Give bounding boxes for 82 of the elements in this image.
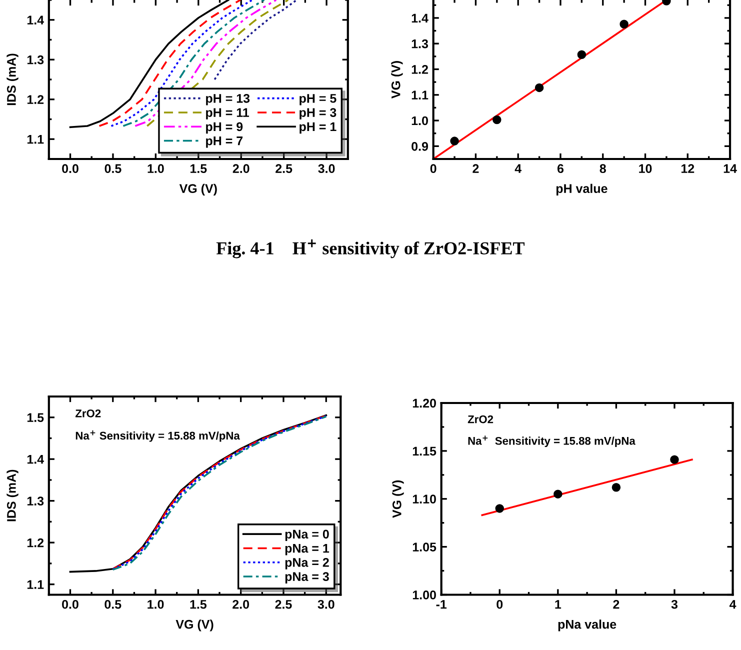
annotation: Na$^{+}$ Sensitivity = 15.88 mV/pNa — [76, 430, 240, 442]
x-tick-label: 12 — [681, 164, 694, 173]
line-series — [214, 0, 298, 80]
x-tick-label: 0.5 — [104, 164, 122, 174]
x-tick-label: 0.0 — [62, 164, 78, 174]
y-tick-label: 1.15 — [412, 446, 436, 456]
point — [612, 483, 621, 492]
x-tick-label: 1 — [555, 600, 562, 609]
y-tick-label: 1.3 — [412, 39, 428, 48]
legend-label: pH = 9 — [206, 122, 243, 134]
point — [670, 455, 679, 464]
legend-label: pH = 13 — [206, 94, 250, 106]
y-tick-label: 1.20 — [412, 398, 436, 408]
x-tick-label: 0.0 — [62, 600, 78, 609]
x-tick-label: 3 — [671, 600, 678, 609]
legend-label: pH = 7 — [206, 136, 243, 148]
x-tick-label: 0 — [430, 164, 436, 174]
y-tick-label: 1.1 — [27, 135, 44, 144]
x-tick-label: 2.5 — [275, 600, 292, 609]
y-axis-title: IDS (mA) — [6, 54, 18, 106]
x-axis-title: pH value — [556, 184, 608, 196]
y-tick-label: 1.2 — [27, 538, 44, 548]
y-tick-label: 1.1 — [27, 580, 44, 589]
y-axis-title: IDS (mA) — [6, 470, 18, 522]
y-tick-label: 1.2 — [412, 65, 428, 74]
x-tick-label: 2.0 — [232, 164, 250, 174]
x-tick-label: 6 — [557, 164, 564, 174]
legend-label: pH = 3 — [300, 108, 336, 120]
point — [577, 50, 586, 59]
legend-label: pNa = 0 — [285, 530, 329, 542]
x-axis-title: VG (V) — [176, 620, 214, 632]
y-tick-label: 0.9 — [412, 142, 428, 151]
y-tick-label: 1.00 — [412, 590, 436, 600]
x-tick-label: 2 — [472, 164, 479, 173]
y-tick-label: 1.10 — [412, 494, 436, 504]
y-tick-label: 1.3 — [27, 55, 44, 64]
y-tick-label: 1.4 — [412, 14, 428, 22]
y-tick-label: 1.2 — [27, 95, 44, 104]
point — [534, 83, 544, 92]
x-tick-label: 10 — [639, 164, 652, 174]
y-tick-label: 1.1 — [412, 90, 428, 100]
x-tick-label: 3.0 — [318, 600, 334, 609]
x-tick-label: 2.5 — [276, 164, 292, 174]
x-tick-label: 1.0 — [148, 600, 164, 609]
x-tick-label: 1.0 — [148, 164, 164, 174]
y-axis-title: VG (V) — [392, 480, 404, 518]
point — [495, 504, 504, 513]
annotation: Na$^{+}$ Sensitivity = 15.88 mV/pNa — [468, 436, 636, 448]
x-tick-label: 2 — [613, 600, 620, 609]
legend-label: pNa = 3 — [285, 572, 329, 584]
x-tick-label: 4 — [514, 164, 522, 173]
y-tick-label: 1.4 — [27, 455, 44, 464]
x-tick-label: 1.5 — [190, 600, 207, 609]
x-axis-title: pNa value — [558, 620, 616, 632]
point — [492, 115, 502, 124]
x-tick-label: 2.0 — [232, 600, 250, 609]
x-tick-label: -1 — [436, 600, 447, 609]
legend-label: pH = 11 — [206, 108, 250, 120]
legend-label: pH = 1 — [300, 122, 336, 134]
y-tick-label: 1.05 — [412, 542, 436, 552]
legend-label: pH = 5 — [300, 94, 336, 106]
x-tick-label: 1.5 — [190, 164, 207, 174]
point — [620, 20, 628, 28]
y-tick-label: 1.3 — [27, 496, 44, 506]
legend-label: pNa = 1 — [285, 544, 330, 556]
y-tick-label: 1.0 — [412, 116, 428, 126]
legend-label: pNa = 2 — [285, 558, 329, 570]
x-tick-label: 4 — [729, 600, 736, 609]
y-tick-label: 1.4 — [27, 16, 44, 24]
y-tick-label: 1.5 — [27, 413, 44, 422]
y-axis-title: VG (V) — [391, 61, 403, 99]
annotation: ZrO2 — [75, 409, 101, 418]
point — [554, 490, 562, 498]
caption: Fig. 4-1 H$^{+}$ sensitivity of ZrO2-ISFET — [216, 239, 525, 258]
x-tick-label: 8 — [600, 164, 606, 174]
x-tick-label: 0 — [496, 600, 503, 609]
x-axis-title: VG (V) — [179, 184, 217, 196]
annotation: ZrO2 — [468, 415, 494, 424]
x-tick-label: 14 — [724, 164, 737, 173]
point — [450, 136, 459, 146]
x-tick-label: 3.0 — [318, 164, 335, 174]
x-tick-label: 0.5 — [104, 600, 122, 609]
